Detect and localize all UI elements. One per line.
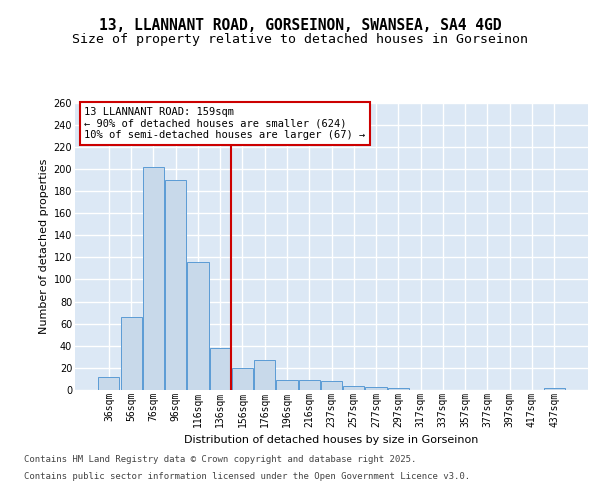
Bar bbox=[232, 368, 253, 390]
Text: 13, LLANNANT ROAD, GORSEINON, SWANSEA, SA4 4GD: 13, LLANNANT ROAD, GORSEINON, SWANSEA, S… bbox=[99, 18, 501, 32]
Bar bbox=[321, 381, 342, 390]
Text: Contains public sector information licensed under the Open Government Licence v3: Contains public sector information licen… bbox=[24, 472, 470, 481]
Bar bbox=[254, 360, 275, 390]
Bar bbox=[143, 166, 164, 390]
Bar bbox=[343, 386, 364, 390]
Text: Size of property relative to detached houses in Gorseinon: Size of property relative to detached ho… bbox=[72, 32, 528, 46]
Bar bbox=[187, 262, 209, 390]
Bar bbox=[165, 180, 186, 390]
Text: 13 LLANNANT ROAD: 159sqm
← 90% of detached houses are smaller (624)
10% of semi-: 13 LLANNANT ROAD: 159sqm ← 90% of detach… bbox=[84, 107, 365, 140]
Bar bbox=[299, 380, 320, 390]
Bar bbox=[365, 386, 386, 390]
Bar bbox=[98, 376, 119, 390]
Y-axis label: Number of detached properties: Number of detached properties bbox=[40, 158, 49, 334]
Text: Contains HM Land Registry data © Crown copyright and database right 2025.: Contains HM Land Registry data © Crown c… bbox=[24, 455, 416, 464]
Bar bbox=[277, 380, 298, 390]
Bar bbox=[388, 388, 409, 390]
X-axis label: Distribution of detached houses by size in Gorseinon: Distribution of detached houses by size … bbox=[184, 435, 479, 445]
Bar bbox=[209, 348, 231, 390]
Bar bbox=[121, 317, 142, 390]
Bar bbox=[544, 388, 565, 390]
